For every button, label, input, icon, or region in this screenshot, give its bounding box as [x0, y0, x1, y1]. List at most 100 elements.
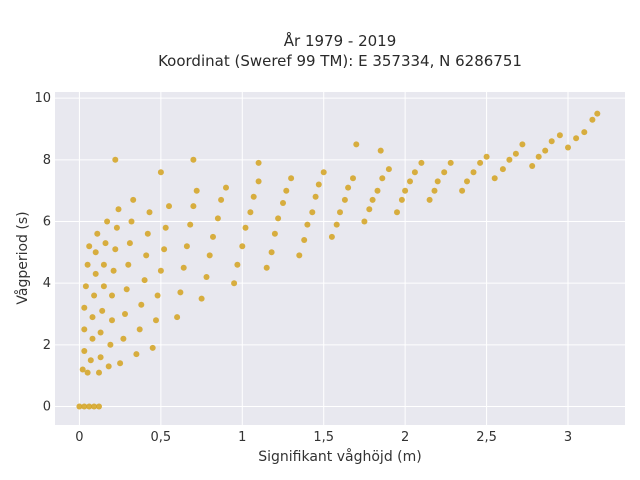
data-point [353, 141, 360, 148]
data-point [104, 218, 111, 225]
data-point [581, 129, 588, 136]
x-tick-label: 1 [238, 430, 246, 445]
data-point [250, 193, 257, 200]
data-point [255, 159, 262, 166]
data-point [177, 289, 184, 296]
data-point [81, 304, 88, 311]
data-points [76, 110, 601, 410]
data-point [361, 218, 368, 225]
data-point [79, 366, 86, 373]
data-point [418, 159, 425, 166]
data-point [174, 314, 181, 321]
data-point [328, 233, 335, 240]
data-point [96, 403, 102, 410]
data-point [341, 196, 348, 203]
data-point [296, 252, 303, 259]
data-point [565, 144, 571, 151]
data-point [110, 267, 117, 274]
data-point [548, 138, 555, 145]
data-point [366, 206, 373, 213]
y-axis-label: Vågperiod (s) [14, 211, 31, 304]
data-point [426, 196, 433, 203]
data-point [136, 326, 143, 333]
data-point [398, 196, 405, 203]
data-point [94, 230, 101, 237]
data-point [542, 147, 549, 154]
data-point [143, 252, 150, 259]
data-point [161, 246, 168, 253]
data-point [183, 243, 190, 250]
data-point [304, 221, 311, 228]
data-point [162, 224, 169, 231]
data-point [385, 166, 392, 173]
data-point [268, 249, 275, 256]
chart-title-line-1: År 1979 - 2019 [284, 31, 397, 50]
data-point [377, 147, 384, 154]
data-point [138, 301, 145, 308]
data-point [519, 141, 526, 148]
data-point [125, 261, 132, 268]
data-point [157, 169, 164, 176]
data-point [190, 203, 197, 210]
data-point [491, 175, 498, 182]
data-point [100, 261, 107, 268]
data-point [153, 317, 159, 324]
data-point [81, 348, 88, 354]
data-point [190, 156, 197, 163]
data-point [87, 357, 94, 364]
data-point [120, 335, 127, 342]
data-point [117, 360, 124, 367]
data-point [198, 295, 205, 302]
data-point [434, 178, 441, 185]
data-point [320, 169, 327, 176]
y-tick-labels: 0 2 4 6 8 10 [34, 91, 51, 414]
data-point [239, 243, 246, 250]
data-point [105, 363, 112, 370]
data-point [76, 403, 83, 410]
data-point [84, 369, 91, 376]
data-point [214, 215, 221, 222]
y-tick-label: 10 [34, 91, 51, 106]
data-point [112, 246, 119, 253]
x-tick-label: 0 [75, 430, 83, 445]
data-point [506, 156, 513, 163]
data-point [128, 218, 135, 225]
data-point [255, 178, 262, 185]
data-point [477, 159, 484, 166]
x-axis-label: Signifikant våghöjd (m) [258, 448, 421, 465]
data-point [81, 326, 88, 333]
data-point [231, 280, 238, 287]
data-point [483, 153, 490, 160]
data-point [109, 292, 115, 299]
data-point [275, 215, 282, 222]
data-point [589, 116, 596, 123]
grid-lines [55, 92, 625, 425]
data-point [556, 132, 563, 139]
chart-title-line-2: Koordinat (Sweref 99 TM): E 357334, N 62… [158, 52, 522, 70]
data-point [350, 175, 356, 182]
data-point [499, 166, 506, 173]
data-point [109, 317, 115, 324]
data-point [369, 196, 376, 203]
data-point [89, 314, 96, 321]
data-point [280, 200, 286, 206]
x-tick-label: 2,5 [476, 430, 497, 445]
data-point [81, 403, 88, 410]
x-tick-label: 0,5 [151, 430, 172, 445]
data-point [91, 292, 98, 299]
data-point [126, 240, 133, 247]
x-tick-labels: 0 0,5 1 1,5 2 2,5 3 [75, 430, 572, 445]
data-point [337, 209, 343, 216]
data-point [97, 329, 104, 336]
data-point [187, 221, 194, 228]
data-point [345, 184, 352, 191]
data-point [464, 178, 470, 185]
data-point [86, 403, 93, 410]
data-point [123, 286, 130, 293]
data-point [247, 209, 254, 216]
data-point [210, 233, 216, 240]
data-point [218, 196, 225, 203]
data-point [107, 341, 114, 348]
data-point [242, 224, 249, 231]
